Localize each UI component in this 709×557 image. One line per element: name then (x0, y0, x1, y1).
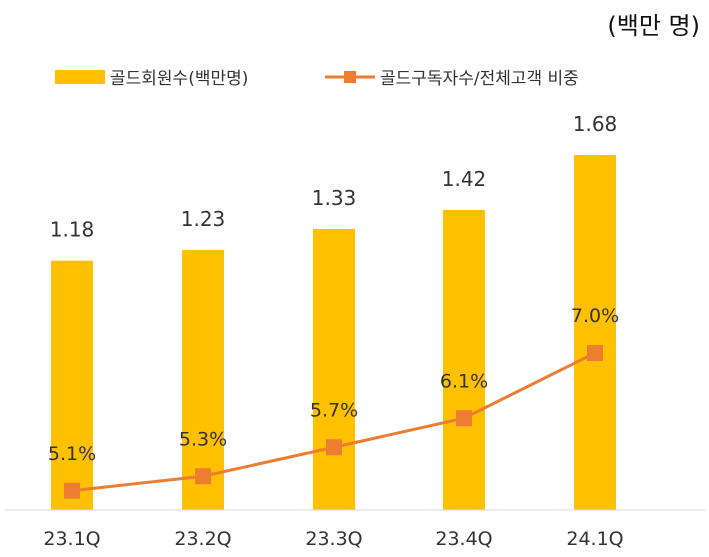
legend-label-line: 골드구독자수/전체고객 비중 (380, 69, 579, 89)
x-tick-label: 23.1Q (43, 528, 100, 550)
x-tick-label: 24.1Q (566, 528, 623, 550)
bar-value-label: 1.68 (573, 112, 618, 136)
line-series (64, 345, 603, 499)
bar-value-label: 1.33 (312, 186, 357, 210)
unit-label: (백만 명) (607, 12, 700, 40)
legend-swatch-bars (55, 70, 105, 84)
line-marker (326, 439, 342, 456)
legend: 골드회원수(백만명) 골드구독자수/전체고객 비중 (55, 69, 579, 89)
line-marker (456, 410, 472, 427)
line-value-label: 6.1% (440, 370, 488, 392)
bar-value-label: 1.18 (50, 218, 95, 242)
legend-label-bars: 골드회원수(백만명) (110, 69, 248, 89)
line-marker (64, 482, 80, 499)
x-tick-label: 23.2Q (174, 528, 231, 550)
line-value-label: 5.1% (48, 443, 96, 465)
bar-23.2Q (182, 250, 224, 510)
line-value-label: 5.7% (310, 399, 358, 421)
bar-23.3Q (313, 228, 355, 511)
bar-value-label: 1.23 (181, 207, 226, 231)
bar-24.1Q (574, 155, 616, 510)
line-value-label: 7.0% (571, 305, 619, 327)
labels: 1.18 23.1Q 1.23 23.2Q 1.33 23.3Q 1.42 23.4Q 1.68… (43, 112, 623, 550)
line-marker (587, 345, 603, 361)
bars (51, 155, 616, 511)
bar-value-label: 1.42 (442, 167, 487, 191)
line-value-label: 5.3% (179, 428, 227, 450)
legend-marker-line (344, 71, 356, 83)
x-tick-label: 23.3Q (305, 528, 362, 550)
x-tick-label: 23.4Q (435, 528, 492, 550)
bar-23.4Q (443, 209, 485, 510)
line-marker (195, 468, 211, 485)
bar-23.1Q (51, 260, 93, 510)
